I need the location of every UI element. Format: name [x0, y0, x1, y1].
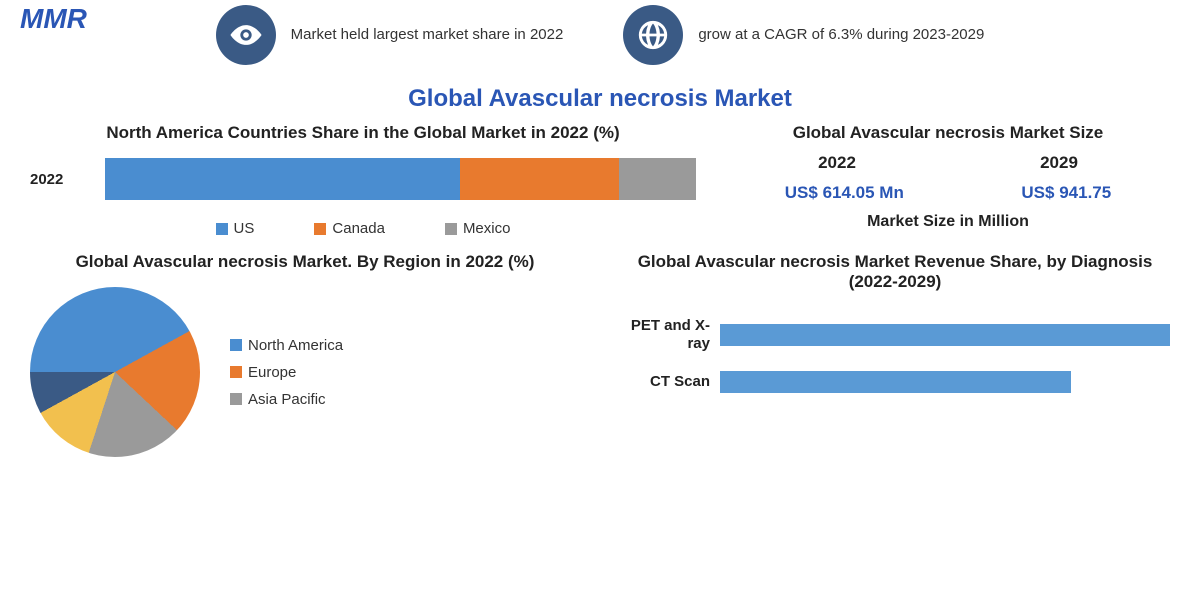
hbar-label: CT Scan	[620, 373, 720, 391]
stacked-segment	[619, 158, 696, 200]
market-size-values: US$ 614.05 Mn US$ 941.75	[726, 183, 1170, 203]
callout-leader-text: Market held largest market share in 2022	[291, 25, 564, 45]
hbar-chart-block: Global Avascular necrosis Market Revenue…	[620, 252, 1170, 457]
callout-cagr: grow at a CAGR of 6.3% during 2023-2029	[623, 5, 984, 65]
eye-icon	[216, 5, 276, 65]
hbar-rows: PET and X-ray CT Scan	[620, 317, 1170, 393]
stacked-bar-legend: US Canada Mexico	[30, 220, 696, 237]
pie-chart-canvas	[30, 287, 200, 457]
hbar-row: PET and X-ray	[620, 317, 1170, 353]
stacked-segment	[105, 158, 460, 200]
stacked-bar-row: 2022	[30, 158, 696, 200]
market-size-year2: 2029	[1040, 153, 1078, 173]
stacked-bar-ylabel: 2022	[30, 171, 85, 188]
mid-row: North America Countries Share in the Glo…	[0, 123, 1200, 237]
market-size-value1: US$ 614.05 Mn	[785, 183, 904, 203]
pie-chart-block: Global Avascular necrosis Market. By Reg…	[30, 252, 580, 457]
market-size-years: 2022 2029	[726, 153, 1170, 173]
legend-item: Mexico	[445, 220, 511, 237]
page-title: Global Avascular necrosis Market	[0, 80, 1200, 123]
legend-swatch	[216, 223, 228, 235]
legend-swatch	[230, 366, 242, 378]
legend-item: Europe	[230, 364, 343, 381]
callout-leader: Market held largest market share in 2022	[216, 5, 564, 65]
callout-row: Market held largest market share in 2022…	[0, 0, 1200, 80]
bottom-row: Global Avascular necrosis Market. By Reg…	[0, 237, 1200, 457]
legend-label: Mexico	[463, 220, 511, 237]
hbar-chart-title: Global Avascular necrosis Market Revenue…	[620, 252, 1170, 292]
hbar-track	[720, 324, 1170, 346]
hbar-row: CT Scan	[620, 371, 1170, 393]
stacked-bar-title: North America Countries Share in the Glo…	[30, 123, 696, 143]
legend-item: Canada	[314, 220, 385, 237]
hbar-fill	[720, 324, 1170, 346]
legend-item: US	[216, 220, 255, 237]
brand-logo: MMR	[20, 3, 87, 35]
globe-icon	[623, 5, 683, 65]
legend-item: Asia Pacific	[230, 391, 343, 408]
stacked-bar-chart: North America Countries Share in the Glo…	[30, 123, 696, 237]
market-size-unit: Market Size in Million	[726, 213, 1170, 231]
market-size-value2: US$ 941.75	[1021, 183, 1111, 203]
market-size-title: Global Avascular necrosis Market Size	[726, 123, 1170, 143]
stacked-segment	[460, 158, 620, 200]
market-size-block: Global Avascular necrosis Market Size 20…	[726, 123, 1170, 237]
stacked-bar-track	[105, 158, 696, 200]
legend-label: Asia Pacific	[248, 391, 326, 408]
legend-swatch	[230, 393, 242, 405]
hbar-fill	[720, 371, 1071, 393]
hbar-label: PET and X-ray	[620, 317, 720, 353]
legend-label: Canada	[332, 220, 385, 237]
legend-swatch	[314, 223, 326, 235]
legend-label: US	[234, 220, 255, 237]
legend-label: Europe	[248, 364, 296, 381]
callout-cagr-text: grow at a CAGR of 6.3% during 2023-2029	[698, 25, 984, 45]
pie-chart-wrap: North America Europe Asia Pacific	[30, 287, 580, 457]
legend-label: North America	[248, 337, 343, 354]
legend-swatch	[445, 223, 457, 235]
legend-swatch	[230, 339, 242, 351]
pie-chart-title: Global Avascular necrosis Market. By Reg…	[30, 252, 580, 272]
legend-item: North America	[230, 337, 343, 354]
hbar-track	[720, 371, 1170, 393]
market-size-year1: 2022	[818, 153, 856, 173]
pie-chart-legend: North America Europe Asia Pacific	[230, 337, 343, 408]
